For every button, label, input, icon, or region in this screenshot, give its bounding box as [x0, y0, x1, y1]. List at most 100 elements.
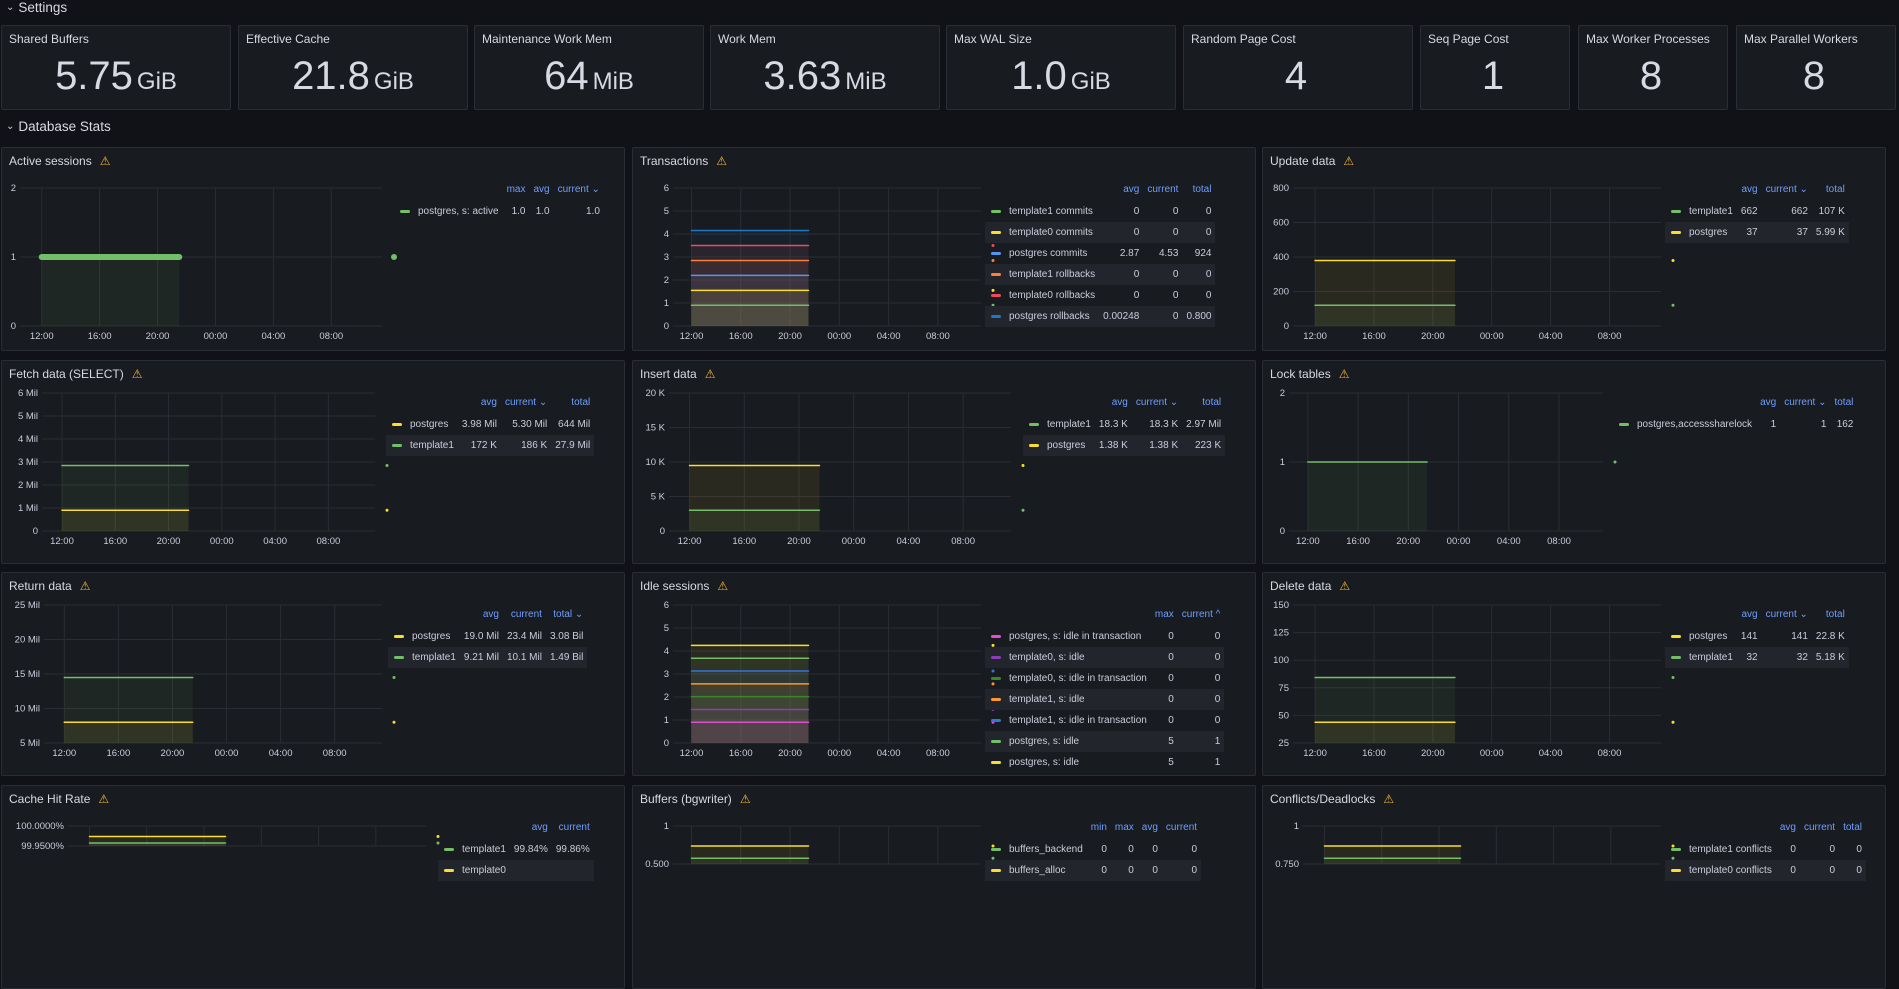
legend-column-header[interactable]: avg — [480, 397, 497, 408]
legend-series[interactable]: template0, s: idle in transaction — [985, 668, 1151, 689]
legend-column-header[interactable]: current — [1165, 822, 1198, 833]
legend-row[interactable]: postgres rollbacks 0.00248 0 0.800 — [985, 306, 1216, 327]
warning-icon[interactable]: ⚠ — [98, 792, 110, 806]
legend-series[interactable]: template1 — [1665, 201, 1737, 222]
timeseries-panel[interactable]: Delete data ⚠ 150 125 100 75 50 25 12:00 16:00 20:… — [1262, 572, 1886, 776]
legend-row[interactable]: template1 commits 0 0 0 — [985, 201, 1215, 222]
legend-row[interactable]: postgres 3.98 Mil 5.30 Mil 644 Mil — [386, 414, 594, 435]
legend-row[interactable]: postgres,accesssharelock 1 1 162 — [1613, 414, 1857, 435]
timeseries-panel[interactable]: Return data ⚠ 25 Mil 20 Mil 15 Mil 10 Mil 5 Mi… — [1, 572, 625, 776]
legend-row[interactable]: template1, s: idle 0 0 — [985, 689, 1225, 710]
warning-icon[interactable]: ⚠ — [1383, 792, 1395, 806]
legend-series[interactable]: postgres rollbacks — [985, 306, 1100, 327]
legend-column-header[interactable]: total — [1825, 184, 1845, 195]
stat-panel[interactable]: Work Mem 3.63 MiB — [710, 25, 940, 110]
legend-row[interactable]: postgres 19.0 Mil 23.4 Mil 3.08 Bil — [388, 626, 587, 647]
warning-icon[interactable]: ⚠ — [716, 154, 728, 168]
legend-series[interactable]: buffers_alloc — [985, 860, 1087, 881]
legend-series[interactable]: template1 — [388, 647, 460, 668]
legend-series[interactable]: postgres, s: active — [394, 201, 503, 222]
legend-row[interactable]: template1 32 32 5.18 K — [1665, 647, 1849, 668]
warning-icon[interactable]: ⚠ — [99, 154, 111, 168]
row-database-stats[interactable]: ⌄ Database Stats — [6, 119, 111, 134]
legend-column-header[interactable]: avg — [531, 822, 548, 833]
stat-panel[interactable]: Max WAL Size 1.0 GiB — [946, 25, 1176, 110]
legend-column-header[interactable]: total — [571, 397, 591, 408]
legend-column-header[interactable]: avg — [1779, 822, 1796, 833]
warning-icon[interactable]: ⚠ — [1343, 154, 1355, 168]
stat-panel[interactable]: Max Worker Processes 8 — [1578, 25, 1728, 110]
warning-icon[interactable]: ⚠ — [704, 367, 716, 381]
legend-column-header[interactable]: avg — [1741, 184, 1758, 195]
warning-icon[interactable]: ⚠ — [1338, 367, 1350, 381]
legend-row[interactable]: template1 172 K 186 K 27.9 Mil — [386, 435, 595, 456]
chart-plot[interactable]: 800 600 400 200 0 12:00 16:00 20:00 00:00 04:00 08… — [1263, 148, 1886, 351]
legend-row[interactable]: postgres, s: active 1.0 1.0 1.0 — [394, 201, 604, 222]
legend-column-header[interactable]: max — [1154, 609, 1174, 620]
legend-column-header[interactable]: avg — [1760, 397, 1777, 408]
legend-column-header[interactable]: avg — [482, 609, 499, 620]
timeseries-panel[interactable]: Update data ⚠ 800 600 400 200 0 12:00 16:00 20:00… — [1262, 147, 1886, 351]
legend-row[interactable]: template0, s: idle in transaction 0 0 — [985, 668, 1224, 689]
legend-column-header[interactable]: min — [1090, 822, 1107, 833]
legend-column-header[interactable]: avg — [1111, 397, 1128, 408]
legend-series[interactable]: template1 commits — [985, 201, 1099, 222]
legend-row[interactable]: buffers_alloc 0 0 0 0 — [985, 860, 1202, 881]
timeseries-panel[interactable]: Active sessions ⚠ 2 1 0 12:00 16:00 20:00 00:00 0… — [1, 147, 625, 351]
timeseries-panel[interactable]: Buffers (bgwriter) ⚠ 1 0.500 min max avg curren… — [632, 785, 1256, 989]
legend-column-header[interactable]: avg — [1741, 609, 1758, 620]
legend-series[interactable]: postgres,accesssharelock — [1613, 414, 1756, 435]
legend-row[interactable]: template0 rollbacks 0 0 0 — [985, 285, 1215, 306]
legend-column-header[interactable]: total — [1834, 397, 1854, 408]
legend-series[interactable]: template1 — [1023, 414, 1095, 435]
legend-column-header[interactable]: avg — [533, 184, 550, 195]
legend-row[interactable]: template1, s: idle in transaction 0 0 — [985, 710, 1224, 731]
legend-series[interactable]: postgres — [386, 414, 458, 435]
legend-row[interactable]: template1 rollbacks 0 0 0 — [985, 264, 1216, 285]
chart-plot[interactable]: 1 0.500 — [633, 786, 1256, 989]
legend-column-header[interactable]: avg — [1123, 184, 1140, 195]
legend-series[interactable]: postgres — [388, 626, 460, 647]
legend-series[interactable]: template0, s: idle — [985, 647, 1151, 668]
warning-icon[interactable]: ⚠ — [739, 792, 751, 806]
timeseries-panel[interactable]: Cache Hit Rate ⚠ 100.0000% 99.9500% avg curre… — [1, 785, 625, 989]
legend-row[interactable]: postgres commits 2.87 4.53 924 — [985, 243, 1215, 264]
chart-plot[interactable]: 2 1 0 12:00 16:00 20:00 00:00 04:00 08:00 — [1263, 361, 1886, 564]
chart-plot[interactable]: 6 Mil 5 Mil 4 Mil 3 Mil 2 Mil 1 Mil 0 12:00 16:0… — [2, 361, 625, 564]
legend-row[interactable]: postgres, s: idle 5 1 — [985, 752, 1224, 773]
legend-row[interactable]: template0, s: idle 0 0 — [985, 647, 1225, 668]
legend-row[interactable]: template1 18.3 K 18.3 K 2.97 Mil — [1023, 414, 1225, 435]
timeseries-panel[interactable]: Lock tables ⚠ 2 1 0 12:00 16:00 20:00 00:00 04:00… — [1262, 360, 1886, 564]
legend-series[interactable]: template0 conflicts — [1665, 860, 1776, 881]
legend-column-header[interactable]: current ⌄ — [1135, 397, 1179, 408]
stat-panel[interactable]: Shared Buffers 5.75 GiB — [1, 25, 231, 110]
chart-plot[interactable]: 100.0000% 99.9500% — [2, 786, 625, 989]
legend-series[interactable]: template1 — [386, 435, 458, 456]
legend-series[interactable]: postgres — [1023, 435, 1095, 456]
timeseries-panel[interactable]: Idle sessions ⚠ 6 5 4 3 2 1 0 12:00 16:00 20:00 00:0… — [632, 572, 1256, 776]
legend-series[interactable]: buffers_backend — [985, 839, 1087, 860]
legend-row[interactable]: postgres 1.38 K 1.38 K 223 K — [1023, 435, 1226, 456]
legend-column-header[interactable]: current ^ — [1181, 609, 1221, 620]
row-settings[interactable]: ⌄ Settings — [6, 0, 67, 15]
stat-panel[interactable]: Maintenance Work Mem 64 MiB — [474, 25, 704, 110]
legend-series[interactable]: template0 rollbacks — [985, 285, 1099, 306]
chart-plot[interactable]: 1 0.750 — [1263, 786, 1886, 989]
legend-column-header[interactable]: current — [1147, 184, 1179, 195]
legend-series[interactable]: postgres commits — [985, 243, 1099, 264]
legend-row[interactable]: template0 — [438, 860, 594, 881]
chart-plot[interactable]: 150 125 100 75 50 25 12:00 16:00 20:00 00:00 04:00… — [1263, 573, 1886, 776]
legend-row[interactable]: template0 commits 0 0 0 — [985, 222, 1216, 243]
legend-series[interactable]: template1, s: idle — [985, 689, 1151, 710]
legend-row[interactable]: template1 662 662 107 K — [1665, 201, 1849, 222]
legend-series[interactable]: template1 conflicts — [1665, 839, 1776, 860]
legend-column-header[interactable]: current ⌄ — [557, 184, 600, 195]
warning-icon[interactable]: ⚠ — [1339, 579, 1351, 593]
legend-column-header[interactable]: total — [1843, 822, 1862, 833]
legend-column-header[interactable]: current ⌄ — [504, 397, 548, 408]
timeseries-panel[interactable]: Conflicts/Deadlocks ⚠ 1 0.750 avg current tota… — [1262, 785, 1886, 989]
stat-panel[interactable]: Effective Cache 21.8 GiB — [238, 25, 468, 110]
